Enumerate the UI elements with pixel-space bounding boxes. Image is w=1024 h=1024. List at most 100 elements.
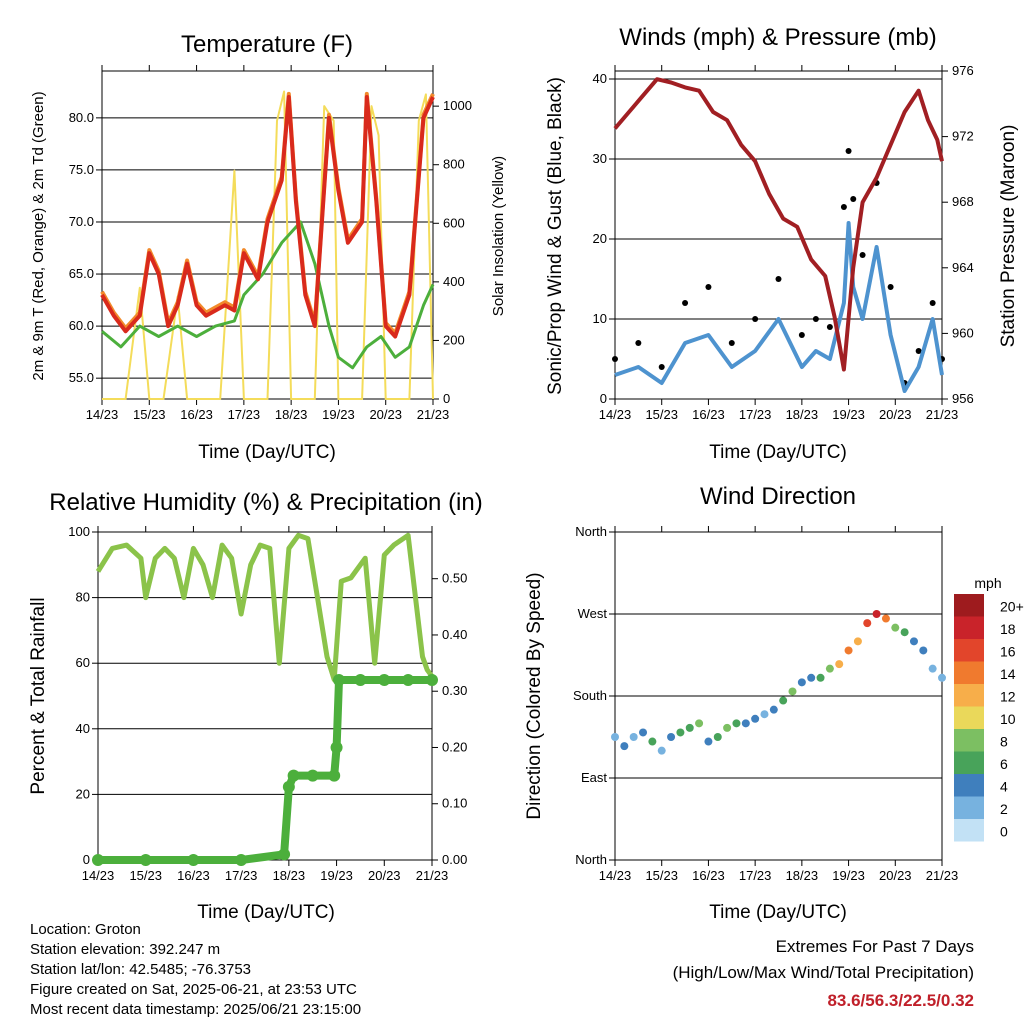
gust-point (840, 204, 847, 210)
y-tick-label: 80.0 (69, 110, 94, 125)
temp-2m-series-line (100, 95, 435, 339)
y2-tick-label: 1000 (443, 98, 472, 113)
x-tick-label: 21/23 (926, 868, 959, 883)
x-tick-label: 15/23 (645, 868, 678, 883)
extremes-values: 83.6/56.3/22.5/0.32 (827, 991, 974, 1010)
direction-point (657, 746, 666, 755)
y-tick-label: 20 (76, 786, 90, 801)
y2-tick-label: 0.50 (442, 571, 467, 586)
humidity-ylabel: Percent & Total Rainfall (28, 597, 49, 794)
y2-tick-label: 600 (443, 215, 465, 230)
direction-panel: Wind Direction Time (Day/UTC) Direction … (524, 483, 1024, 923)
y2-tick-label: 200 (443, 332, 465, 347)
x-tick-label: 18/23 (786, 407, 819, 422)
gust-point (850, 196, 857, 202)
x-tick-label: 20/23 (879, 868, 912, 883)
y-tick-label: 55.0 (69, 370, 94, 385)
x-tick-label: 15/23 (129, 868, 162, 883)
gust-point (775, 276, 782, 282)
direction-point (891, 623, 900, 632)
y-tick-label: 100 (68, 524, 90, 539)
plot-frame (614, 70, 943, 400)
colorbar-tick-label: 4 (1000, 778, 1008, 794)
gust-point (682, 300, 689, 306)
colorbar-swatch (954, 796, 984, 819)
extremes-box: Extremes For Past 7 Days (High/Low/Max W… (673, 934, 974, 1016)
direction-point (938, 673, 946, 682)
colorbar-swatch (954, 819, 984, 842)
y-tick-label: 0 (83, 852, 90, 867)
gust-point (798, 332, 805, 338)
x-tick-label: 16/23 (692, 868, 725, 883)
y2-tick-label: 0.40 (442, 627, 467, 642)
gust-point (929, 300, 936, 306)
x-tick-label: 16/23 (692, 407, 725, 422)
x-tick-label: 15/23 (133, 407, 166, 422)
temperature-xlabel: Time (Day/UTC) (198, 442, 336, 463)
direction-point (900, 628, 909, 637)
direction-point (629, 733, 638, 741)
colorbar-tick-label: 2 (1000, 801, 1008, 817)
direction-point (872, 610, 881, 618)
pressure-ylabel: Station Pressure (Maroon) (998, 125, 1019, 348)
footer-created: Figure created on Sat, 2025-06-21, at 23… (30, 981, 357, 998)
direction-point (928, 664, 937, 673)
gust-point (658, 364, 665, 370)
y-tick-label: West (578, 606, 608, 621)
x-tick-label: 21/23 (926, 407, 959, 422)
x-tick-label: 19/23 (322, 407, 355, 422)
gust-point (826, 324, 833, 330)
direction-point (919, 646, 928, 655)
footer-timestamp: Most recent data timestamp: 2025/06/21 2… (30, 1001, 362, 1018)
x-tick-label: 14/23 (599, 407, 632, 422)
gust-point (859, 252, 866, 258)
direction-point (779, 696, 788, 705)
direction-point (881, 614, 890, 623)
direction-point (769, 705, 778, 714)
temperature-panel: Temperature (F) Time (Day/UTC) 2m & 9m T… (30, 31, 507, 463)
solar-series-line (102, 90, 434, 400)
humidity-title: Relative Humidity (%) & Precipitation (i… (49, 489, 482, 516)
precip-series-line (98, 676, 432, 864)
winds-title: Winds (mph) & Pressure (mb) (619, 24, 936, 51)
y2-tick-label: 0.10 (442, 796, 467, 811)
direction-point (713, 733, 722, 741)
colorbar-swatch (954, 594, 984, 617)
x-tick-label: 17/23 (225, 868, 258, 883)
y2-tick-label: 968 (952, 194, 974, 209)
footer-info: Location: Groton Station elevation: 392.… (30, 920, 361, 1020)
x-tick-label: 19/23 (320, 868, 353, 883)
y-tick-label: North (575, 852, 607, 867)
colorbar-swatch (954, 751, 984, 774)
x-tick-label: 16/23 (177, 868, 210, 883)
humidity-xlabel: Time (Day/UTC) (197, 902, 335, 923)
x-tick-label: 19/23 (832, 868, 865, 883)
colorbar-swatch (954, 616, 984, 639)
solar-ylabel: Solar Insolation (Yellow) (490, 156, 507, 316)
direction-point (788, 687, 797, 696)
y2-tick-label: 0.30 (442, 683, 467, 698)
colorbar-swatch (954, 661, 984, 684)
pressure-series-line (613, 77, 944, 372)
colorbar-swatch (954, 639, 984, 662)
direction-point (676, 728, 685, 737)
y-tick-label: 30 (593, 151, 607, 166)
y-tick-label: North (575, 524, 607, 539)
wind-series-line (614, 221, 944, 393)
winds-ylabel: Sonic/Prop Wind & Gust (Blue, Black) (545, 77, 566, 395)
gust-point (812, 316, 819, 322)
direction-point (723, 723, 732, 732)
direction-point (760, 710, 769, 719)
gust-point (705, 284, 712, 290)
direction-point (825, 664, 834, 673)
colorbar-swatch (954, 729, 984, 752)
gust-point (845, 148, 852, 154)
gust-point (915, 348, 922, 354)
x-tick-label: 20/23 (879, 407, 912, 422)
y-tick-label: 60 (76, 655, 90, 670)
colorbar-tick-label: 8 (1000, 733, 1008, 749)
colorbar-tick-label: 10 (1000, 711, 1016, 727)
temperature-ylabel: 2m & 9m T (Red, Orange) & 2m Td (Green) (30, 91, 47, 380)
x-tick-label: 21/23 (416, 868, 449, 883)
